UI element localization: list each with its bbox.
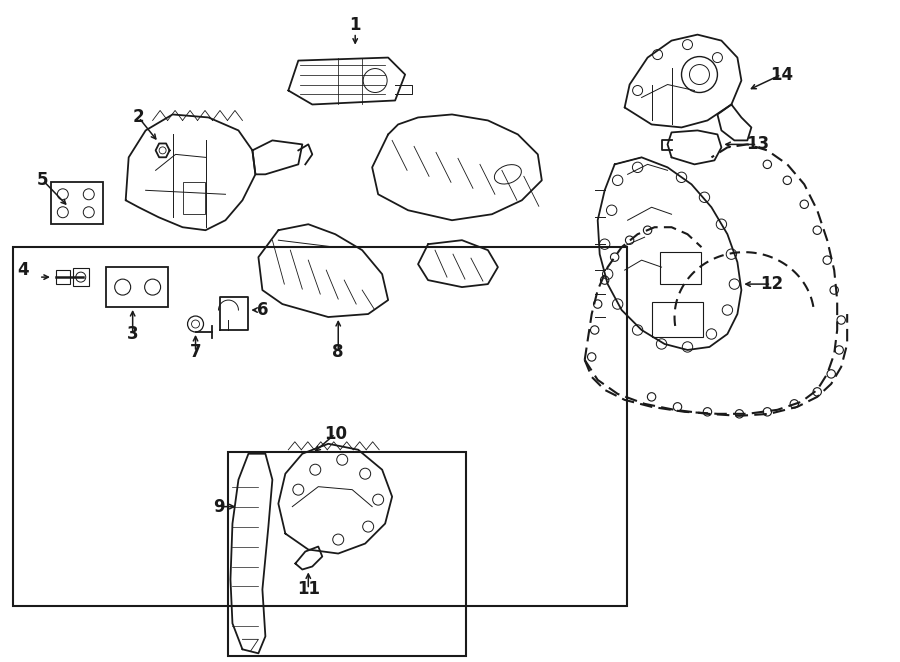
- Text: 8: 8: [332, 343, 344, 361]
- Text: 7: 7: [190, 343, 202, 361]
- Text: 5: 5: [37, 171, 49, 189]
- Text: 2: 2: [133, 109, 145, 126]
- Text: 9: 9: [212, 498, 224, 516]
- Bar: [13, 247, 626, 606]
- Bar: [105, 267, 167, 307]
- Text: 14: 14: [770, 66, 793, 83]
- Text: 6: 6: [256, 301, 268, 319]
- Text: 3: 3: [127, 325, 139, 343]
- Text: 10: 10: [324, 425, 346, 443]
- Bar: [183, 182, 204, 214]
- Text: 11: 11: [297, 581, 320, 598]
- Text: 13: 13: [746, 136, 769, 154]
- Text: 12: 12: [760, 275, 783, 293]
- Text: 1: 1: [349, 16, 361, 34]
- Bar: [56, 270, 70, 284]
- Bar: [73, 268, 89, 286]
- Bar: [652, 302, 704, 337]
- Bar: [229, 451, 466, 656]
- Bar: [50, 182, 103, 224]
- Bar: [660, 252, 701, 284]
- Text: 4: 4: [17, 261, 29, 279]
